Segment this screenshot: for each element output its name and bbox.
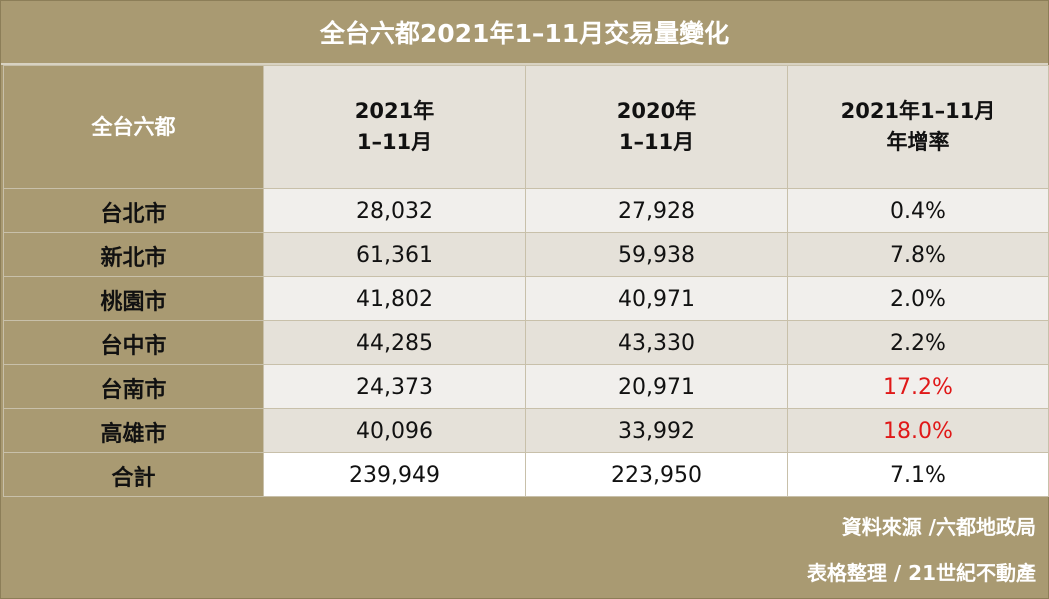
header-2020-year: 2020年: [616, 99, 697, 123]
city-cell: 桃園市: [3, 276, 264, 321]
value-2020-cell: 223,950: [525, 452, 788, 497]
growth-rate-cell: 17.2%: [787, 364, 1049, 409]
source-note: 資料來源 /六都地政局: [841, 515, 1036, 539]
header-2021: 2021年 1–11月: [263, 65, 526, 189]
table-row: 桃園市 41,802 40,971 2.0%: [3, 276, 1049, 321]
header-city-label: 全台六都: [91, 114, 176, 139]
growth-rate-cell: 2.0%: [787, 276, 1049, 321]
data-table: 全台六都 2021年 1–11月 2020年 1–11月 2021年1–11月 年增率…: [3, 65, 1049, 497]
growth-rate-cell: 7.8%: [787, 232, 1049, 277]
header-growth: 2021年1–11月 年增率: [787, 65, 1049, 189]
city-cell: 台南市: [3, 364, 264, 409]
growth-rate-cell: 18.0%: [787, 408, 1049, 453]
city-cell: 台中市: [3, 320, 264, 365]
table-row: 高雄市 40,096 33,992 18.0%: [3, 408, 1049, 453]
page-title: 全台六都2021年1–11月交易量變化: [1, 1, 1048, 65]
table-row: 台中市 44,285 43,330 2.2%: [3, 320, 1049, 365]
header-2020-period: 1–11月: [618, 130, 695, 154]
table-body: 台北市 28,032 27,928 0.4% 新北市 61,361 59,938 7.8% 桃園…: [3, 188, 1049, 497]
city-cell: 新北市: [3, 232, 264, 277]
value-2021-cell: 44,285: [263, 320, 526, 365]
compiled-by-note: 表格整理 / 21世紀不動產: [806, 561, 1036, 585]
total-row: 合計 239,949 223,950 7.1%: [3, 452, 1049, 497]
value-2020-cell: 20,971: [525, 364, 788, 409]
header-2021-year: 2021年: [354, 99, 435, 123]
header-city: 全台六都: [3, 65, 264, 189]
value-2021-cell: 41,802: [263, 276, 526, 321]
value-2021-cell: 61,361: [263, 232, 526, 277]
growth-rate-cell: 2.2%: [787, 320, 1049, 365]
table-row: 台南市 24,373 20,971 17.2%: [3, 364, 1049, 409]
value-2020-cell: 40,971: [525, 276, 788, 321]
value-2021-cell: 28,032: [263, 188, 526, 233]
table-row: 新北市 61,361 59,938 7.8%: [3, 232, 1049, 277]
value-2020-cell: 33,992: [525, 408, 788, 453]
growth-rate-cell: 7.1%: [787, 452, 1049, 497]
growth-rate-cell: 0.4%: [787, 188, 1049, 233]
table-row: 台北市 28,032 27,928 0.4%: [3, 188, 1049, 233]
header-2021-period: 1–11月: [356, 130, 433, 154]
value-2021-cell: 239,949: [263, 452, 526, 497]
city-cell: 合計: [3, 452, 264, 497]
city-cell: 高雄市: [3, 408, 264, 453]
city-cell: 台北市: [3, 188, 264, 233]
header-2020: 2020年 1–11月: [525, 65, 788, 189]
value-2021-cell: 24,373: [263, 364, 526, 409]
table-header-row: 全台六都 2021年 1–11月 2020年 1–11月 2021年1–11月 年增率: [3, 65, 1049, 189]
value-2020-cell: 27,928: [525, 188, 788, 233]
value-2021-cell: 40,096: [263, 408, 526, 453]
header-growth-period: 2021年1–11月: [840, 99, 996, 123]
header-growth-label: 年增率: [886, 130, 950, 154]
value-2020-cell: 59,938: [525, 232, 788, 277]
value-2020-cell: 43,330: [525, 320, 788, 365]
